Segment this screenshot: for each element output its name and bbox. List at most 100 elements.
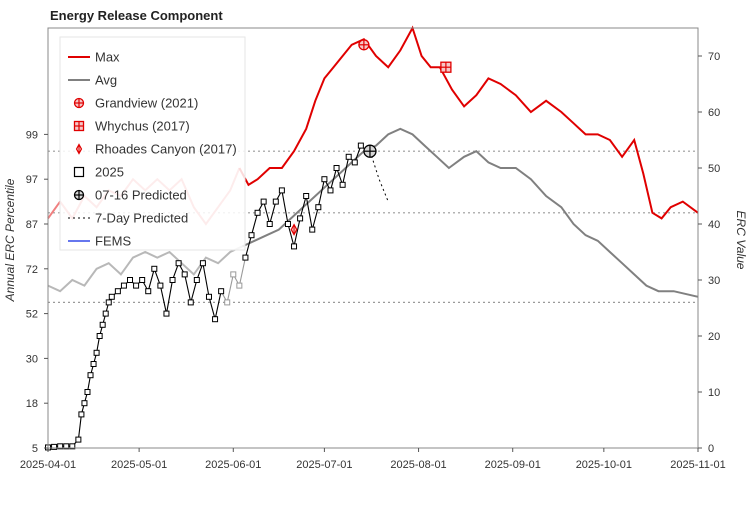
series-point-2025	[291, 243, 298, 250]
legend-label: Max	[95, 50, 120, 65]
series-point-2025	[84, 389, 91, 395]
legend-item-07-16-predicted: 07-16 Predicted	[73, 188, 187, 203]
series-point-2025	[254, 209, 261, 216]
y-axis-left: 5 18 30 52 72 87 97 99	[26, 129, 48, 455]
series-point-2025	[102, 310, 109, 317]
legend-item-whychus-2017: Whychus (2017)	[73, 119, 190, 134]
series-point-2025	[321, 176, 328, 183]
y-axis-right: 0 10 20 30 40 50 60 70	[698, 51, 720, 455]
legend-label: FEMS	[95, 234, 131, 249]
series-point-2025	[169, 277, 176, 283]
series-point-2025	[90, 361, 97, 367]
series-point-2025	[205, 293, 212, 300]
legend-label: 7-Day Predicted	[95, 211, 188, 226]
y-left-tick-label: 99	[26, 129, 38, 141]
legend-label: Grandview (2021)	[95, 96, 198, 111]
series-point-2025	[181, 271, 188, 278]
legend-item-max: Max	[68, 50, 120, 65]
x-tick-label: 2025-06-01	[205, 459, 261, 471]
series-point-2025	[87, 372, 94, 379]
plot-frame	[47, 27, 699, 449]
series-line-avg-faded	[47, 245, 243, 293]
y-left-tick-label: 30	[26, 353, 38, 365]
y-right-tick-label: 20	[708, 331, 720, 343]
legend-label: 07-16 Predicted	[95, 188, 187, 203]
series-point-2025	[78, 411, 85, 418]
series-point-2025	[309, 226, 316, 233]
y-right-tick-label: 40	[708, 219, 720, 231]
series-point-2025	[175, 260, 182, 267]
legend-item-7-day-predicted: 7-Day Predicted	[68, 211, 188, 226]
series-point-2025	[327, 187, 334, 194]
series-point-2025	[139, 277, 146, 283]
legend: Max Avg Grandview (2021) Whychus (2017) Rhoa…	[59, 36, 246, 251]
series-point-2025	[69, 443, 76, 450]
series-point-2025	[105, 299, 112, 306]
legend-item-avg: Avg	[68, 73, 117, 88]
series-line-avg	[241, 127, 699, 298]
series-point-2025	[96, 333, 103, 339]
series-point-2025	[357, 142, 364, 149]
x-tick-label: 2025-04-01	[20, 459, 76, 471]
series-point-2025	[108, 293, 115, 300]
series-point-2025	[339, 181, 346, 188]
series-2025	[45, 142, 370, 451]
series-point-2025	[303, 193, 310, 199]
series-point-2025	[93, 349, 100, 356]
legend-item-rhoades-canyon-2017: Rhoades Canyon (2017)	[75, 142, 237, 157]
series-point-2025	[133, 282, 140, 289]
x-tick-label: 2025-07-01	[296, 459, 352, 471]
series-point-2025	[145, 288, 152, 295]
legend-item-2025: 2025	[73, 165, 124, 180]
y-right-tick-label: 10	[708, 387, 720, 399]
series-line-max	[238, 25, 699, 220]
series-point-2025	[278, 187, 285, 194]
y-left-tick-label: 18	[26, 398, 38, 410]
y-left-tick-label: 87	[26, 219, 38, 231]
series-point-2025	[248, 232, 255, 239]
x-tick-label: 2025-11-01	[670, 459, 725, 471]
x-tick-label: 2025-05-01	[111, 459, 167, 471]
y-axis-right-label: ERC Value	[734, 211, 748, 270]
legend-item-grandview-2021: Grandview (2021)	[73, 96, 198, 111]
y-right-tick-label: 50	[708, 163, 720, 175]
legend-box	[59, 36, 246, 251]
series-point-2025	[163, 310, 170, 317]
series-avg	[47, 127, 699, 298]
series-point-2025	[315, 204, 322, 211]
series-point-2025	[187, 299, 194, 306]
series-line-7-day-predicted	[369, 151, 389, 202]
series-line-2025	[47, 261, 222, 448]
series-point-2025-faded	[236, 282, 243, 289]
y-left-tick-label: 97	[26, 174, 38, 186]
y-left-tick-label: 5	[32, 443, 38, 455]
x-tick-label: 2025-09-01	[485, 459, 541, 471]
y-right-tick-label: 70	[708, 51, 720, 63]
series-point-2025-faded	[230, 271, 237, 278]
series-point-2025	[199, 260, 206, 267]
series-point-2025	[151, 265, 158, 272]
series-7-day-predicted	[369, 151, 389, 202]
series-point-2025	[75, 436, 82, 443]
series-point-2025	[212, 316, 219, 323]
series-point-2025	[99, 321, 106, 328]
y-right-tick-label: 0	[708, 443, 714, 455]
series-point-2025	[114, 288, 121, 295]
y-left-tick-label: 52	[26, 309, 38, 321]
series-point-2025	[120, 282, 127, 289]
x-tick-label: 2025-08-01	[390, 459, 446, 471]
legend-label: 2025	[95, 165, 124, 180]
series-point-2025	[193, 277, 200, 283]
series-point-2025	[351, 159, 358, 166]
series-point-2025	[63, 443, 70, 450]
series-point-2025	[242, 254, 249, 261]
series-point-2025	[272, 198, 279, 205]
marker-layer	[290, 39, 452, 236]
y-axis-left-label: Annual ERC Percentile	[3, 178, 17, 302]
series-point-2025	[260, 198, 267, 205]
series-point-2025	[51, 443, 58, 450]
y-left-tick-label: 72	[26, 264, 38, 276]
series-point-2025	[127, 277, 134, 283]
